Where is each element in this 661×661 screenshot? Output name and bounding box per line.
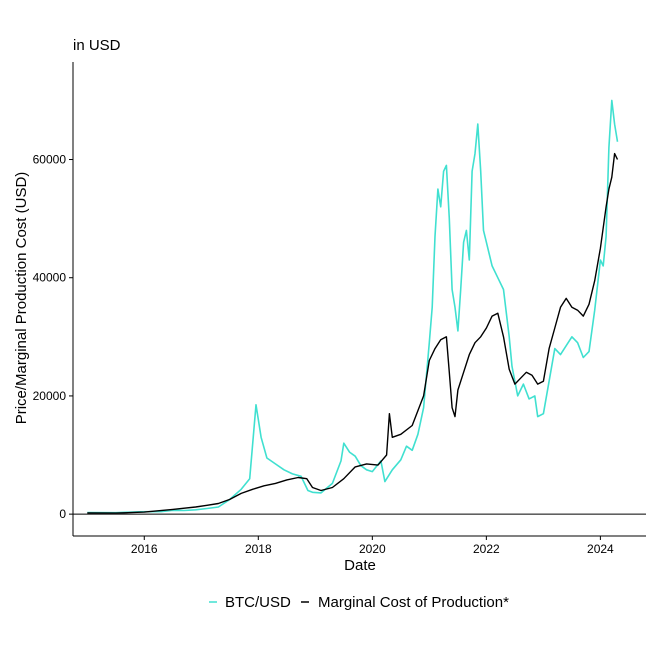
x-tick-label: 2022 [473, 542, 500, 556]
x-ticks: 2016 2018 2020 2022 2024 [131, 536, 614, 556]
y-tick-label: 60000 [33, 153, 67, 167]
plot-lines [87, 99, 619, 514]
y-tick-label: 20000 [33, 389, 67, 403]
y-axis-title: Price/Marginal Production Cost (USD) [13, 172, 30, 425]
y-tick-label: 0 [59, 507, 66, 521]
x-tick-label: 2024 [587, 542, 614, 556]
chart-subtitle: in USD [73, 37, 121, 54]
x-tick-label: 2018 [245, 542, 272, 556]
legend-label-marginal-cost: Marginal Cost of Production* [318, 594, 509, 611]
x-tick-label: 2020 [359, 542, 386, 556]
series-line-marginal-cost [87, 152, 619, 514]
x-tick-label: 2016 [131, 542, 158, 556]
series-line-btc-usd [87, 99, 619, 514]
y-tick-label: 40000 [33, 271, 67, 285]
y-ticks: 0 20000 40000 60000 [33, 153, 73, 521]
legend: BTC/USD Marginal Cost of Production* [209, 594, 509, 611]
x-axis-title: Date [344, 557, 376, 574]
legend-label-btc-usd: BTC/USD [225, 594, 291, 611]
